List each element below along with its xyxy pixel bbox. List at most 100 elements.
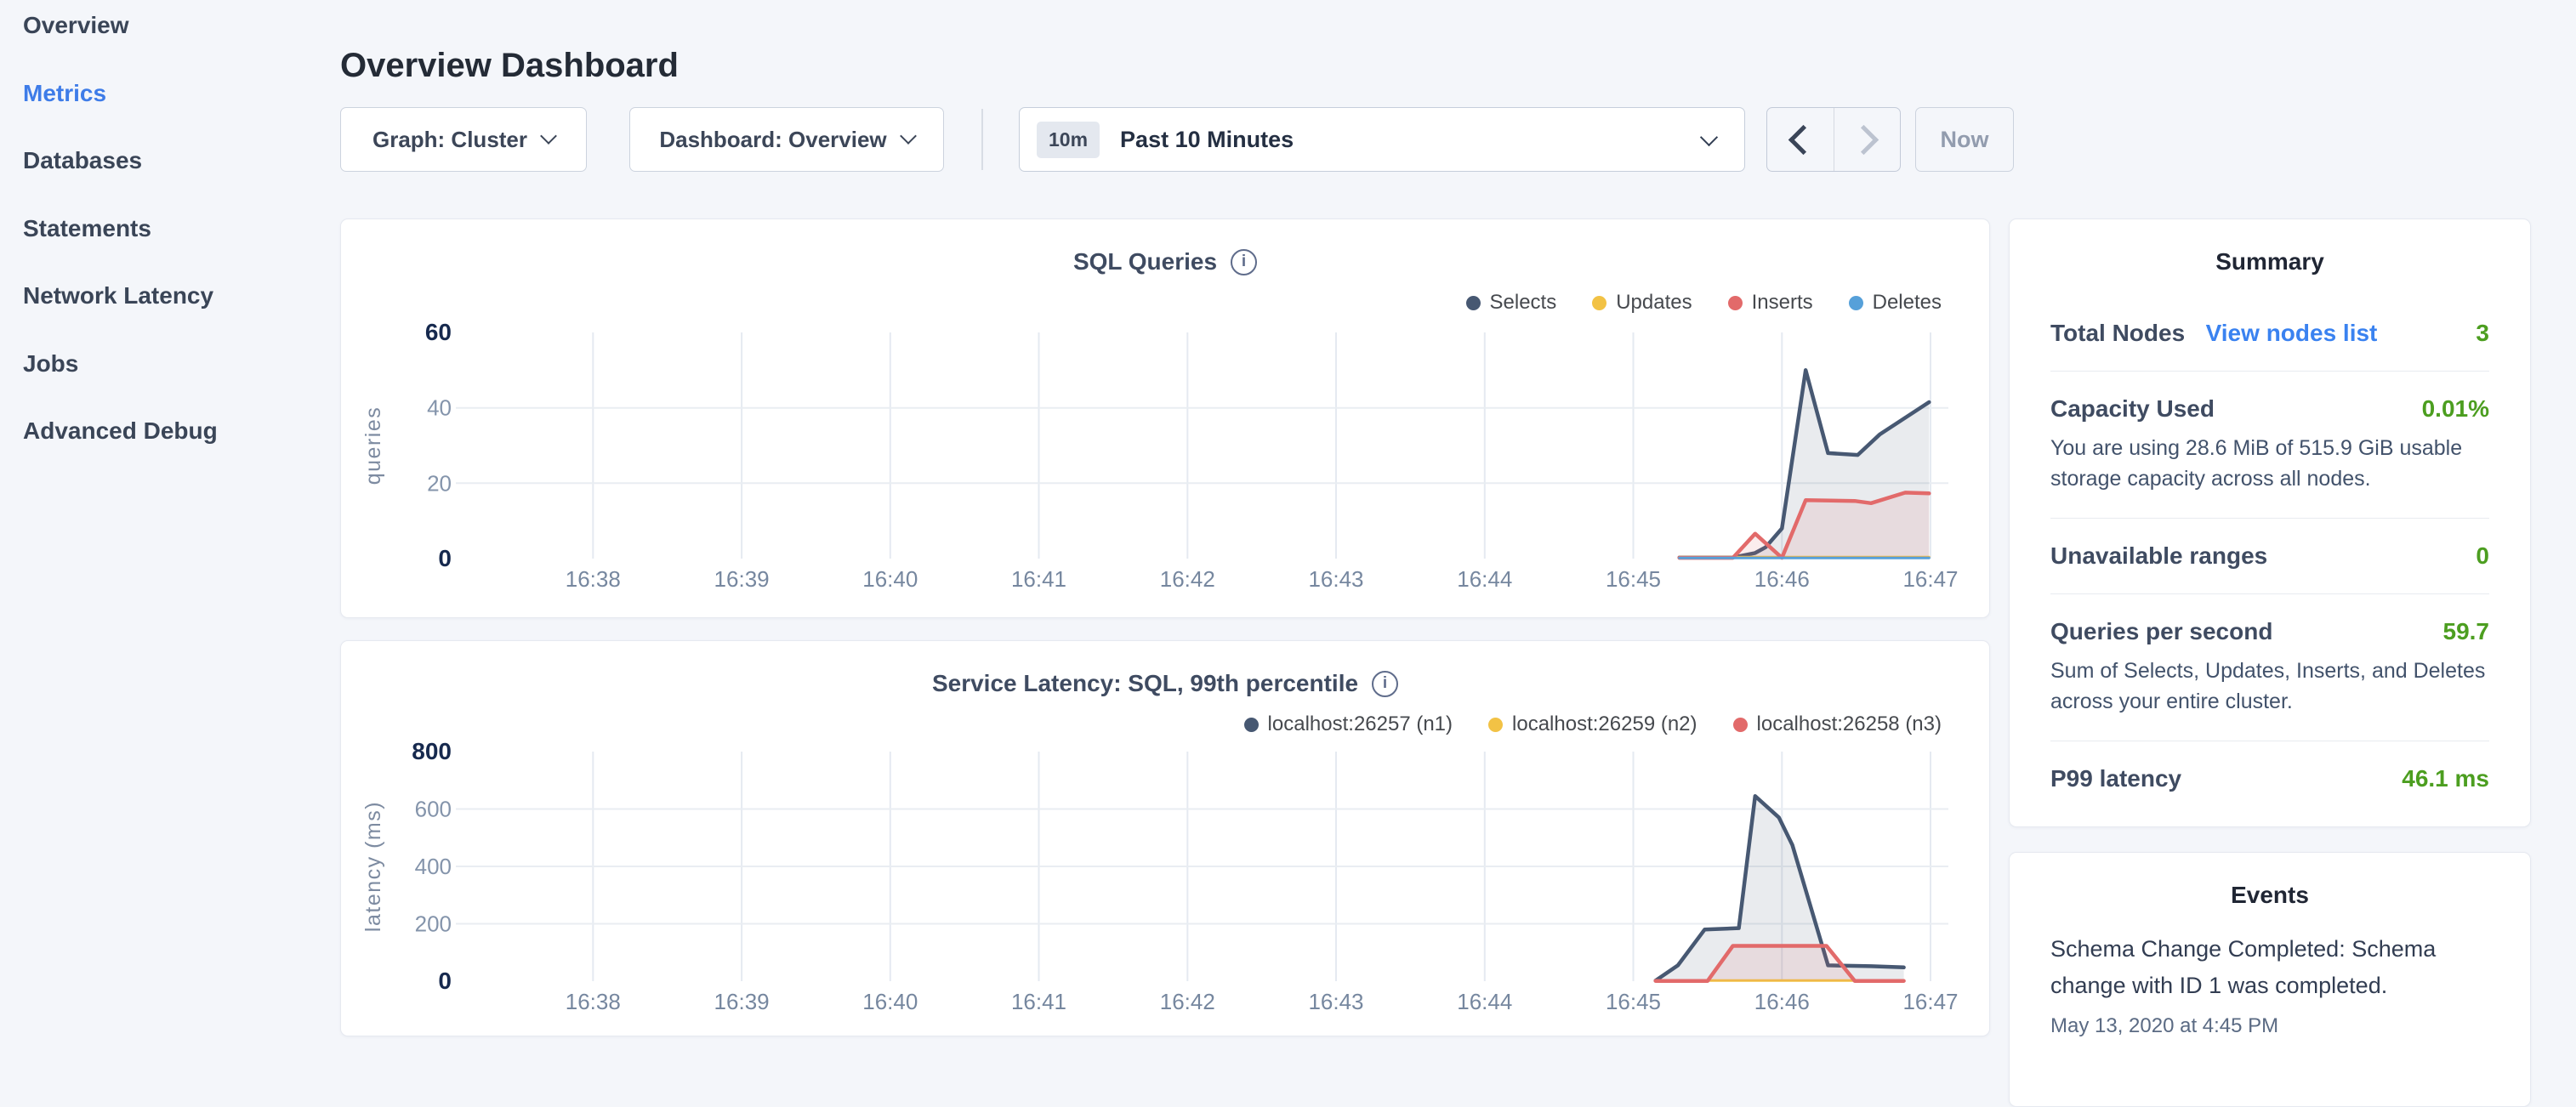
legend-dot [1732,717,1748,732]
dashboard-dropdown[interactable]: Dashboard: Overview [629,107,944,172]
legend-item: localhost:26258 (n3) [1732,712,1942,736]
legend-label: localhost:26257 (n1) [1267,712,1453,735]
graph-scope-dropdown[interactable]: Graph: Cluster [340,107,587,172]
time-step-buttons [1766,107,1901,172]
sidebar-item-jobs[interactable]: Jobs [23,349,79,377]
summary-title: Summary [2215,248,2324,275]
sidebar-item-overview[interactable]: Overview [23,12,129,38]
time-range-picker[interactable]: 10m Past 10 Minutes [1019,107,1745,172]
now-button[interactable]: Now [1915,107,2014,172]
p99-latency-label: P99 latency [2050,765,2182,792]
svg-text:16:42: 16:42 [1160,566,1215,592]
service-latency-chart-plot[interactable]: 16:38 16:39 16:40 16:41 16:42 16:43 16:44 16:45… [341,641,1991,1037]
service-latency-chart-card: Service Latency: SQL, 99th percentile lo… [340,640,1990,1036]
svg-text:16:38: 16:38 [566,566,621,592]
queries-per-second-value: 59.7 [2442,618,2490,644]
svg-text:16:38: 16:38 [566,989,621,1014]
summary-row-p99-latency: P99 latency 46.1 ms [2050,741,2489,816]
page-title: Overview Dashboard [340,46,679,84]
sql-queries-chart-card: SQL Queries Selects Updates Inserts Deletes… [340,219,1990,618]
legend-dot [1465,295,1481,310]
legend-label: localhost:26258 (n3) [1756,712,1942,735]
p99-latency-value: 46.1 ms [2402,765,2489,792]
sidebar-item-advanced-debug[interactable]: Advanced Debug [23,417,218,444]
svg-text:60: 60 [425,319,452,345]
chart-legend: localhost:26257 (n1) localhost:26259 (n2)… [1243,712,1942,736]
toolbar-divider [981,109,983,170]
unavailable-ranges-label: Unavailable ranges [2050,542,2268,569]
info-icon[interactable] [1231,248,1258,275]
graph-scope-dropdown-label: Graph: Cluster [372,126,528,152]
svg-text:16:40: 16:40 [862,566,918,592]
view-nodes-list-link[interactable]: View nodes list [2205,320,2378,346]
svg-text:400: 400 [415,854,452,879]
legend-item: Inserts [1727,291,1813,315]
chart-title-text: Service Latency: SQL, 99th percentile [931,670,1359,696]
queries-per-second-description: Sum of Selects, Updates, Inserts, and De… [2050,659,2486,713]
svg-text:16:47: 16:47 [1902,989,1958,1014]
sql-queries-chart-plot[interactable]: 16:38 16:39 16:40 16:41 16:42 16:43 16:44 16:45… [341,219,1991,619]
sidebar-item-databases[interactable]: Databases [23,147,143,173]
capacity-used-value: 0.01% [2421,395,2489,422]
legend-dot [1243,717,1259,732]
sidebar-item-statements[interactable]: Statements [23,214,151,241]
event-list-item: Schema Change Completed: Schema change w… [2050,931,2489,1038]
capacity-used-description: You are using 28.6 MiB of 515.9 GiB usab… [2050,436,2463,491]
events-title: Events [2231,882,2309,908]
event-timestamp: May 13, 2020 at 4:45 PM [2050,1014,2279,1037]
chart-legend: Selects Updates Inserts Deletes [1465,291,1942,315]
svg-text:800: 800 [412,738,452,764]
svg-text:16:44: 16:44 [1457,566,1512,592]
chart-title: SQL Queries [341,248,1989,275]
legend-item: Updates [1592,291,1692,315]
chart-title-text: SQL Queries [1072,248,1218,275]
svg-text:16:41: 16:41 [1011,566,1066,592]
legend-item: Selects [1465,291,1556,315]
info-icon[interactable] [1372,670,1399,697]
legend-label: Deletes [1872,291,1942,314]
event-text: Schema Change Completed: Schema change w… [2050,936,2437,998]
capacity-used-label: Capacity Used [2050,395,2215,422]
total-nodes-value: 3 [2476,320,2489,346]
svg-text:200: 200 [415,911,452,937]
legend-item: Deletes [1848,291,1942,315]
svg-text:16:47: 16:47 [1902,566,1958,592]
time-step-back-button[interactable] [1767,108,1834,171]
svg-text:16:40: 16:40 [862,989,918,1014]
unavailable-ranges-value: 0 [2476,542,2489,569]
legend-dot [1848,295,1863,310]
svg-text:16:43: 16:43 [1308,989,1363,1014]
legend-dot [1727,295,1743,310]
total-nodes-label: Total Nodes [2050,320,2186,346]
svg-text:16:41: 16:41 [1011,989,1066,1014]
svg-text:0: 0 [438,968,452,994]
time-step-forward-button[interactable] [1834,108,1901,171]
svg-text:16:45: 16:45 [1606,566,1661,592]
chevron-down-icon [899,128,917,145]
svg-text:20: 20 [427,470,452,496]
legend-item: localhost:26257 (n1) [1243,712,1453,736]
summary-row-total-nodes: Total Nodes View nodes list 3 [2050,296,2489,372]
sidebar-item-metrics[interactable]: Metrics [23,79,107,106]
svg-text:600: 600 [415,797,452,822]
summary-panel: Summary Total Nodes View nodes list 3 Ca… [2009,219,2531,827]
legend-label: localhost:26259 (n2) [1512,712,1697,735]
summary-row-capacity: Capacity Used 0.01% You are using 28.6 M… [2050,372,2489,519]
chevron-down-icon [540,128,557,145]
time-range-label: Past 10 Minutes [1120,126,1294,152]
svg-text:0: 0 [438,545,452,571]
chevron-left-icon [1788,124,1819,155]
sidebar-item-network-latency[interactable]: Network Latency [23,282,214,309]
queries-per-second-label: Queries per second [2050,618,2273,644]
legend-dot [1592,295,1607,310]
summary-row-unavailable-ranges: Unavailable ranges 0 [2050,519,2489,594]
svg-text:16:46: 16:46 [1754,566,1810,592]
svg-text:queries: queries [361,406,385,485]
chart-title: Service Latency: SQL, 99th percentile [341,670,1989,697]
chevron-down-icon [1699,128,1719,146]
svg-text:16:46: 16:46 [1754,989,1810,1014]
legend-label: Updates [1616,291,1692,314]
events-panel: Events Schema Change Completed: Schema c… [2009,852,2531,1107]
svg-text:latency (ms): latency (ms) [361,801,385,932]
svg-text:16:42: 16:42 [1160,989,1215,1014]
